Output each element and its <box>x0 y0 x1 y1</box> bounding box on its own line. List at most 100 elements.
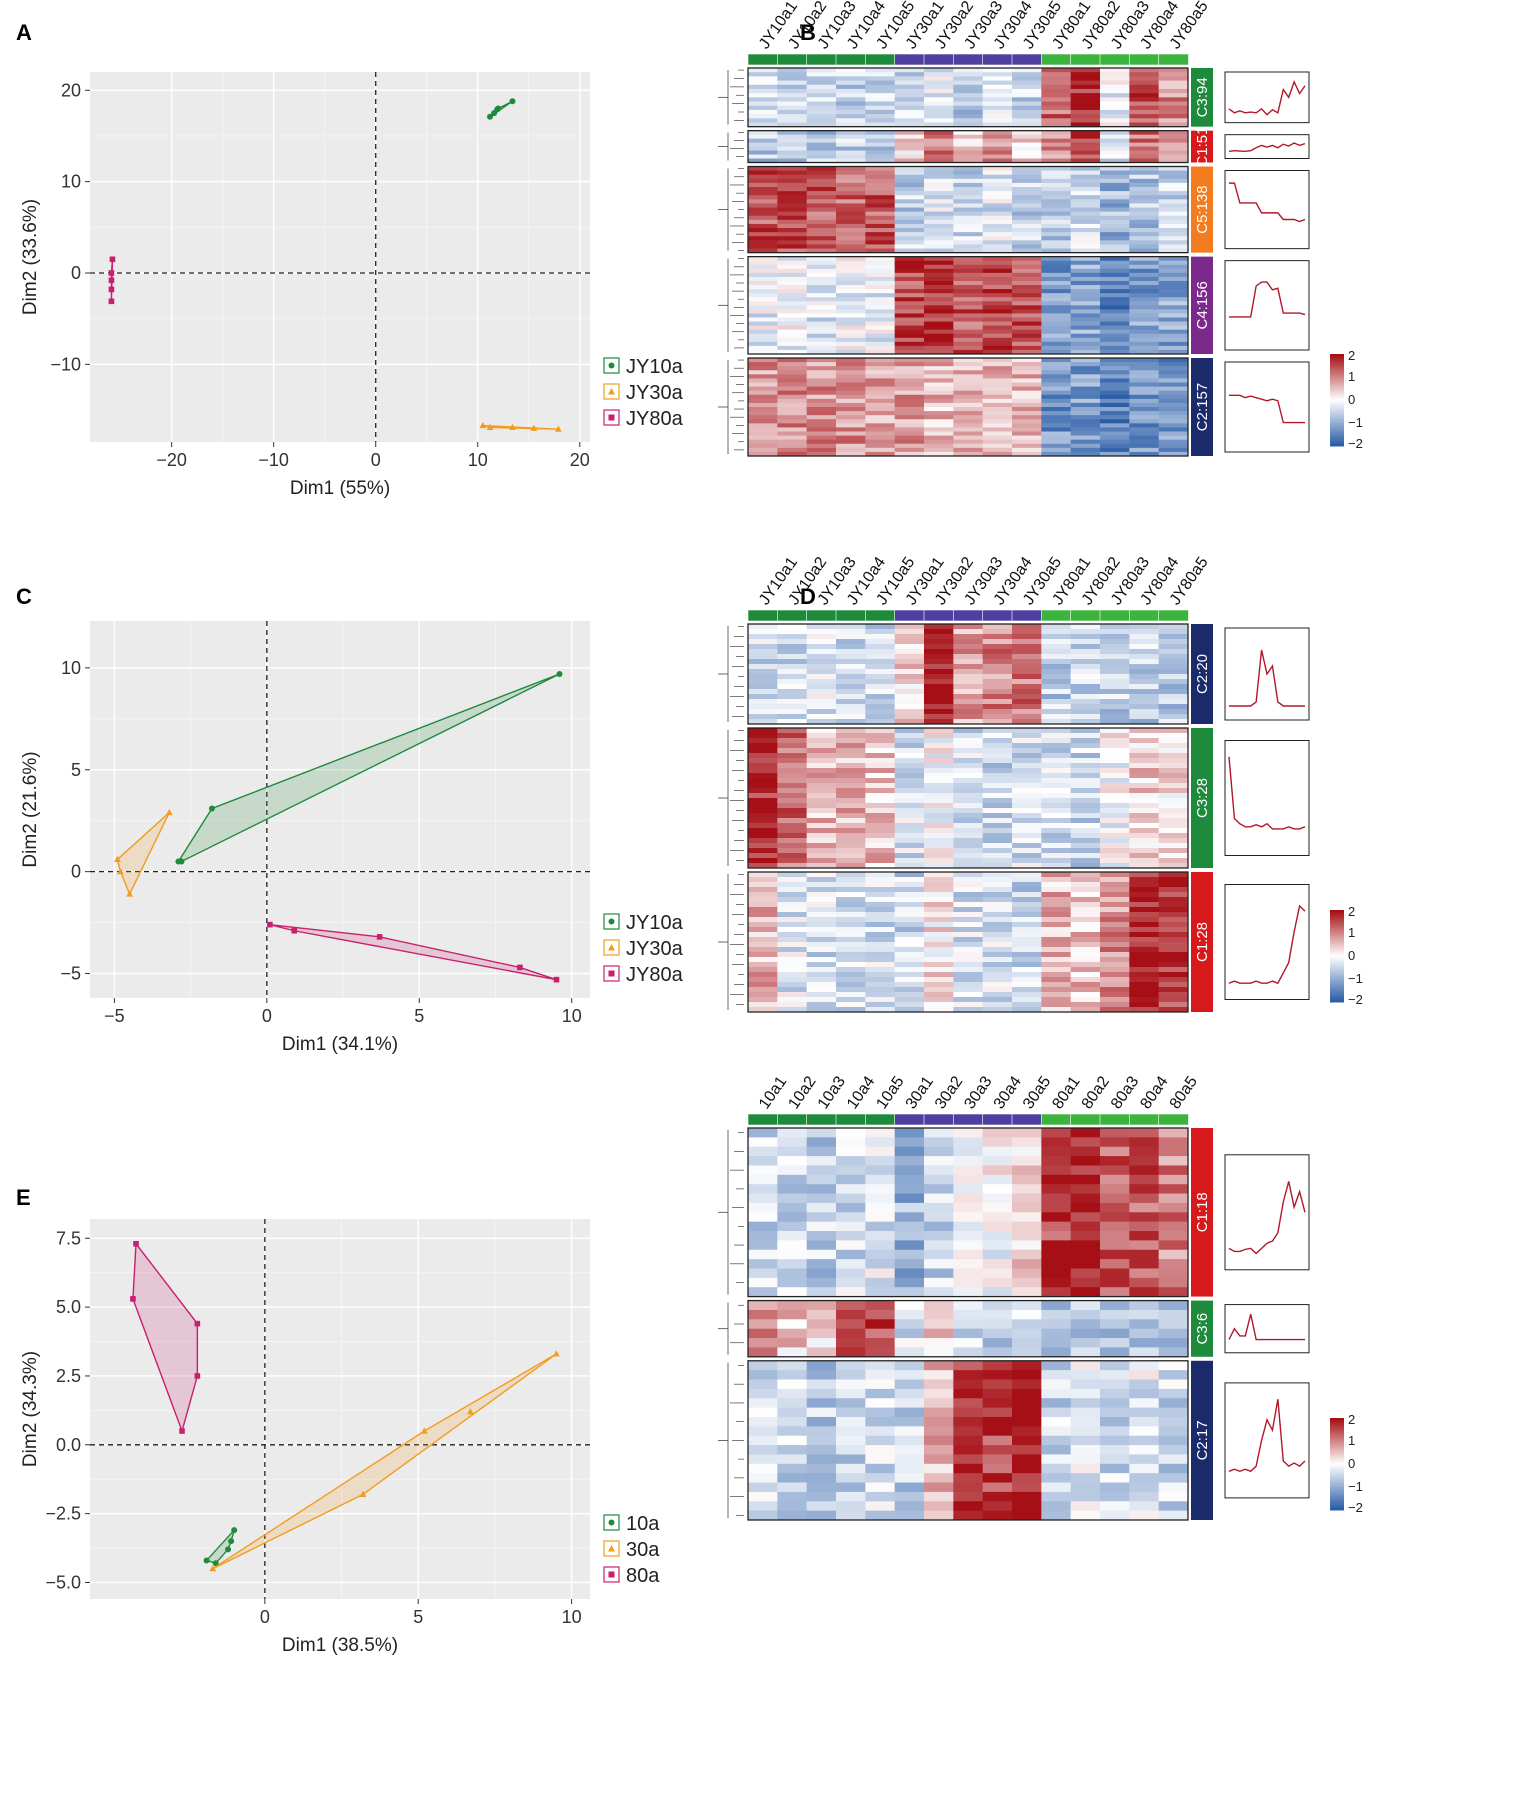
heatmap-cell <box>1041 297 1072 302</box>
heatmap-cell <box>953 679 984 685</box>
heatmap-cell <box>982 223 1013 229</box>
heatmap-cell <box>836 1407 866 1418</box>
heatmap-cell <box>894 374 925 379</box>
heatmap-cell <box>894 843 925 849</box>
heatmap-cell <box>924 798 954 804</box>
heatmap-cell <box>865 138 896 144</box>
heatmap-cell <box>1012 187 1042 192</box>
heatmap-cell <box>1129 1379 1160 1390</box>
heatmap-cell <box>1158 669 1189 675</box>
heatmap-cell <box>1012 1491 1042 1502</box>
heatmap-cell <box>894 1137 925 1148</box>
sample-group-bar <box>747 609 779 622</box>
cluster-label-bar-c3 <box>1191 68 1213 127</box>
heatmap-cell <box>1129 1435 1160 1446</box>
heatmap-cell <box>1100 398 1130 404</box>
heatmap-cell <box>865 101 896 107</box>
heatmap-cell <box>924 223 954 229</box>
heatmap-cell <box>982 443 1013 449</box>
heatmap-cell <box>982 309 1013 314</box>
heatmap-cell <box>1100 828 1130 834</box>
heatmap-cell <box>1100 244 1130 249</box>
heatmap-cell <box>1100 947 1130 953</box>
heatmap-cell <box>836 370 866 375</box>
heatmap-cell <box>982 1501 1013 1512</box>
heatmap-cell <box>953 763 984 769</box>
heatmap-cell <box>865 394 896 400</box>
colorbar-segment <box>1330 1441 1344 1444</box>
heatmap-cell <box>982 101 1013 107</box>
heatmap-cell <box>1041 1482 1072 1493</box>
heatmap-cell <box>748 68 778 73</box>
heatmap-cell <box>894 118 925 123</box>
heatmap-cell <box>894 1501 925 1512</box>
heatmap-cell <box>1041 818 1072 824</box>
colorbar-segment <box>1330 926 1344 929</box>
heatmap-cell <box>1070 134 1101 140</box>
cluster-block-c2 <box>748 358 1189 457</box>
heatmap-cell <box>953 236 984 241</box>
heatmap-cell <box>1041 922 1072 928</box>
heatmap-cell <box>1129 813 1160 819</box>
heatmap-cell <box>1012 922 1042 928</box>
heatmap-cell <box>748 333 778 339</box>
heatmap-cell <box>748 236 778 241</box>
heatmap-cell <box>1070 1347 1101 1358</box>
heatmap-cell <box>894 240 925 245</box>
heatmap-cell <box>1100 337 1130 343</box>
heatmap-cell <box>1041 122 1072 128</box>
heatmap-cell <box>1041 191 1072 196</box>
colorbar-segment <box>1330 1424 1344 1428</box>
heatmap-cell <box>894 309 925 314</box>
heatmap-cell <box>836 142 866 147</box>
heatmap-cell <box>1041 88 1072 94</box>
heatmap-cell <box>865 329 896 335</box>
legend-label-jy80a: JY80a <box>626 408 684 430</box>
heatmap-cell <box>1129 634 1160 640</box>
heatmap-cell <box>748 329 778 335</box>
heatmap-cell <box>982 1491 1013 1502</box>
heatmap-cell <box>1012 309 1042 314</box>
heatmap-cell <box>1100 93 1130 98</box>
heatmap-cell <box>1012 378 1042 383</box>
heatmap-cell <box>806 753 837 759</box>
heatmap-cell <box>953 887 984 893</box>
heatmap-cell <box>953 1249 984 1260</box>
heatmap-cell <box>1100 937 1130 943</box>
heatmap-cell <box>982 962 1013 968</box>
heatmap-cell <box>777 366 808 371</box>
heatmap-cell <box>1041 276 1072 282</box>
heatmap-cell <box>1070 793 1101 799</box>
heatmap-cell <box>1100 178 1130 184</box>
heatmap-cell <box>1012 260 1042 266</box>
heatmap-cell <box>777 1240 808 1251</box>
heatmap-cell <box>1041 305 1072 310</box>
heatmap-cell <box>924 982 954 988</box>
heatmap-cell <box>865 962 896 968</box>
heatmap-cell <box>953 823 984 829</box>
heatmap-cell <box>806 187 837 192</box>
cluster-profile-line <box>1229 281 1306 318</box>
heatmap-cell <box>1129 1300 1160 1311</box>
heatmap-cell <box>1070 1319 1101 1330</box>
heatmap-cell <box>865 349 896 355</box>
heatmap-cell <box>953 1007 984 1013</box>
heatmap-cell <box>1012 280 1042 286</box>
heatmap-cell <box>953 798 984 804</box>
heatmap-cell <box>806 138 837 144</box>
heatmap-cell <box>924 138 954 144</box>
heatmap-cell <box>894 301 925 306</box>
heatmap-cell <box>1158 223 1189 229</box>
heatmap-cell <box>806 654 837 660</box>
colorbar-segment <box>1330 1503 1344 1506</box>
legend-label-10a: 10a <box>626 1513 660 1535</box>
heatmap-cell <box>1070 358 1101 363</box>
heatmap-cell <box>894 390 925 396</box>
heatmap-cell <box>1158 659 1189 665</box>
heatmap-cell <box>836 699 866 705</box>
heatmap-cell <box>1070 738 1101 744</box>
legend-label-jy30a: JY30a <box>626 382 684 404</box>
heatmap-cell <box>1070 182 1101 188</box>
heatmap-cell <box>982 427 1013 432</box>
heatmap-cell <box>924 154 954 159</box>
